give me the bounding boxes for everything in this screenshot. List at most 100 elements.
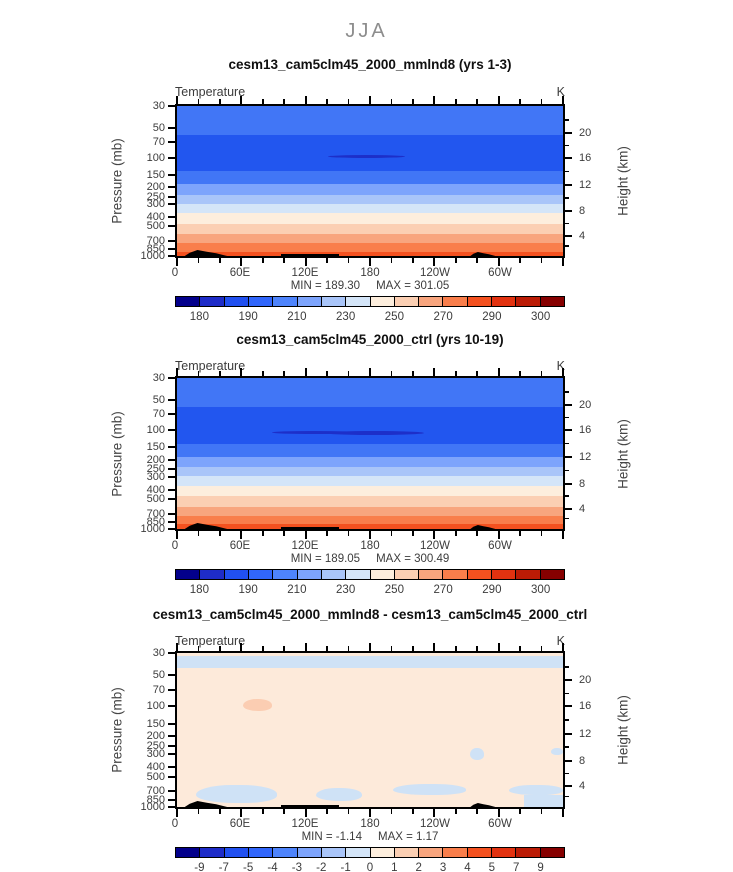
longitude-minor-tick xyxy=(476,809,478,814)
longitude-major-tick xyxy=(369,809,371,817)
height-minor-tick xyxy=(563,144,569,147)
longitude-major-tick xyxy=(176,96,178,104)
longitude-minor-tick xyxy=(476,258,478,263)
pressure-tick-label: 300 xyxy=(146,471,165,484)
pressure-tick xyxy=(168,476,177,479)
longitude-minor-tick xyxy=(283,646,285,651)
longitude-minor-tick xyxy=(347,99,350,104)
longitude-major-tick xyxy=(304,809,307,817)
pressure-tick xyxy=(168,674,177,677)
cold-pocket-contour xyxy=(271,430,357,434)
longitude-minor-tick xyxy=(540,646,543,651)
colorbar-tick-label: 7 xyxy=(513,862,520,872)
longitude-minor-tick xyxy=(390,646,393,651)
pressure-tick-label: 1000 xyxy=(140,250,165,262)
colorbar-segment xyxy=(370,297,395,306)
longitude-minor-tick xyxy=(540,531,543,536)
colorbar-tick-label: 300 xyxy=(531,311,551,323)
height-tick-label: 20 xyxy=(579,674,592,687)
longitude-minor-tick xyxy=(519,99,521,104)
cold-pocket-contour xyxy=(323,430,425,435)
pressure-tick xyxy=(168,468,177,471)
longitude-tick-label: 120E xyxy=(291,540,319,552)
colorbar-segment xyxy=(492,297,517,306)
longitude-tick-label: 60W xyxy=(488,267,512,279)
colorbar-tick-label: 0 xyxy=(366,862,374,872)
colorbar-segment xyxy=(176,297,201,306)
colorbar-segment xyxy=(321,570,347,579)
colorbar-segment xyxy=(248,570,274,579)
pressure-tick-label: 400 xyxy=(146,483,165,496)
pressure-tick xyxy=(168,186,177,189)
pressure-tick-label: 200 xyxy=(146,730,165,743)
longitude-tick-label: 60E xyxy=(229,818,251,830)
panel-3-min-max-readout: MIN = -1.14 MAX = 1.17 xyxy=(175,831,565,843)
height-tick xyxy=(563,456,572,459)
height-tick-label: 16 xyxy=(579,151,592,164)
longitude-minor-tick xyxy=(455,646,457,651)
longitude-minor-tick xyxy=(390,531,393,536)
pressure-tick-label: 700 xyxy=(146,785,165,798)
longitude-minor-tick xyxy=(219,258,221,263)
height-tick xyxy=(563,131,572,134)
anomaly-patch xyxy=(551,748,563,756)
longitude-minor-tick xyxy=(412,531,414,536)
longitude-minor-tick xyxy=(262,646,264,651)
colorbar-segment xyxy=(467,297,493,306)
longitude-major-tick xyxy=(497,258,500,266)
anomaly-patch xyxy=(315,787,363,801)
longitude-minor-tick xyxy=(455,258,457,263)
pressure-tick-label: 70 xyxy=(152,684,165,697)
longitude-major-tick xyxy=(176,643,178,651)
height-tick xyxy=(563,429,572,432)
longitude-minor-tick xyxy=(283,809,285,814)
longitude-major-tick xyxy=(176,809,178,817)
longitude-minor-tick xyxy=(540,371,543,376)
longitude-minor-tick xyxy=(412,258,414,263)
longitude-minor-tick xyxy=(347,258,350,263)
pressure-tick-label: 150 xyxy=(146,717,165,730)
panel-1-height-axis-title: Height (km) xyxy=(615,146,631,216)
height-tick xyxy=(563,234,572,237)
longitude-major-tick xyxy=(433,809,436,817)
panel-2-plot-area: 30 50 70 100 150 200 250 300 400 500 700 850 1000 20 1… xyxy=(141,368,591,539)
contour-band xyxy=(177,406,563,445)
panel-1-title: cesm13_cam5clm45_2000_mmlnd8 (yrs 1-3) xyxy=(228,57,512,72)
pressure-tick xyxy=(168,105,177,107)
contour-fill-layer xyxy=(177,106,563,256)
panel-2-units-label: K xyxy=(556,359,565,373)
longitude-minor-tick xyxy=(540,99,543,104)
colorbar-segment xyxy=(492,848,517,857)
height-tick-label: 4 xyxy=(579,229,586,242)
colorbar-segment xyxy=(273,848,298,857)
height-tick-label: 4 xyxy=(579,502,586,515)
pressure-tick-label: 100 xyxy=(146,699,165,712)
contour-band xyxy=(177,378,563,408)
longitude-tick-label: 60E xyxy=(229,267,251,279)
colorbar-tick-label: 250 xyxy=(384,311,404,323)
pressure-tick xyxy=(168,195,177,198)
colorbar-segment xyxy=(443,570,468,579)
topography-silhouette xyxy=(184,801,228,807)
longitude-major-tick xyxy=(369,96,371,104)
pressure-tick xyxy=(168,745,177,748)
longitude-tick-label: 180 xyxy=(360,818,380,830)
longitude-major-tick xyxy=(562,643,564,651)
panel-2-height-axis-title: Height (km) xyxy=(615,418,631,489)
panel-3-x-axis-labels: 0 60E 120E 180 120W 60W xyxy=(172,818,565,832)
colorbar-segment xyxy=(346,570,371,579)
panel-3-colorbar-labels: -9 -7 -5 -4 -3 -2 -1 0 1 2 3 4 5 7 9 xyxy=(175,862,565,872)
colorbar-tick-label: 2 xyxy=(415,862,422,872)
topography-silhouette xyxy=(470,803,496,807)
pressure-tick xyxy=(168,428,177,431)
longitude-major-tick xyxy=(497,96,500,104)
height-minor-tick xyxy=(563,719,569,721)
pressure-tick-label: 30 xyxy=(152,372,165,384)
longitude-major-tick xyxy=(562,368,564,376)
contour-band xyxy=(177,485,563,497)
contour-band xyxy=(177,655,563,669)
pressure-tick-label: 400 xyxy=(146,760,165,773)
longitude-minor-tick xyxy=(347,371,350,376)
longitude-major-tick xyxy=(240,531,243,539)
colorbar-segment xyxy=(273,570,298,579)
